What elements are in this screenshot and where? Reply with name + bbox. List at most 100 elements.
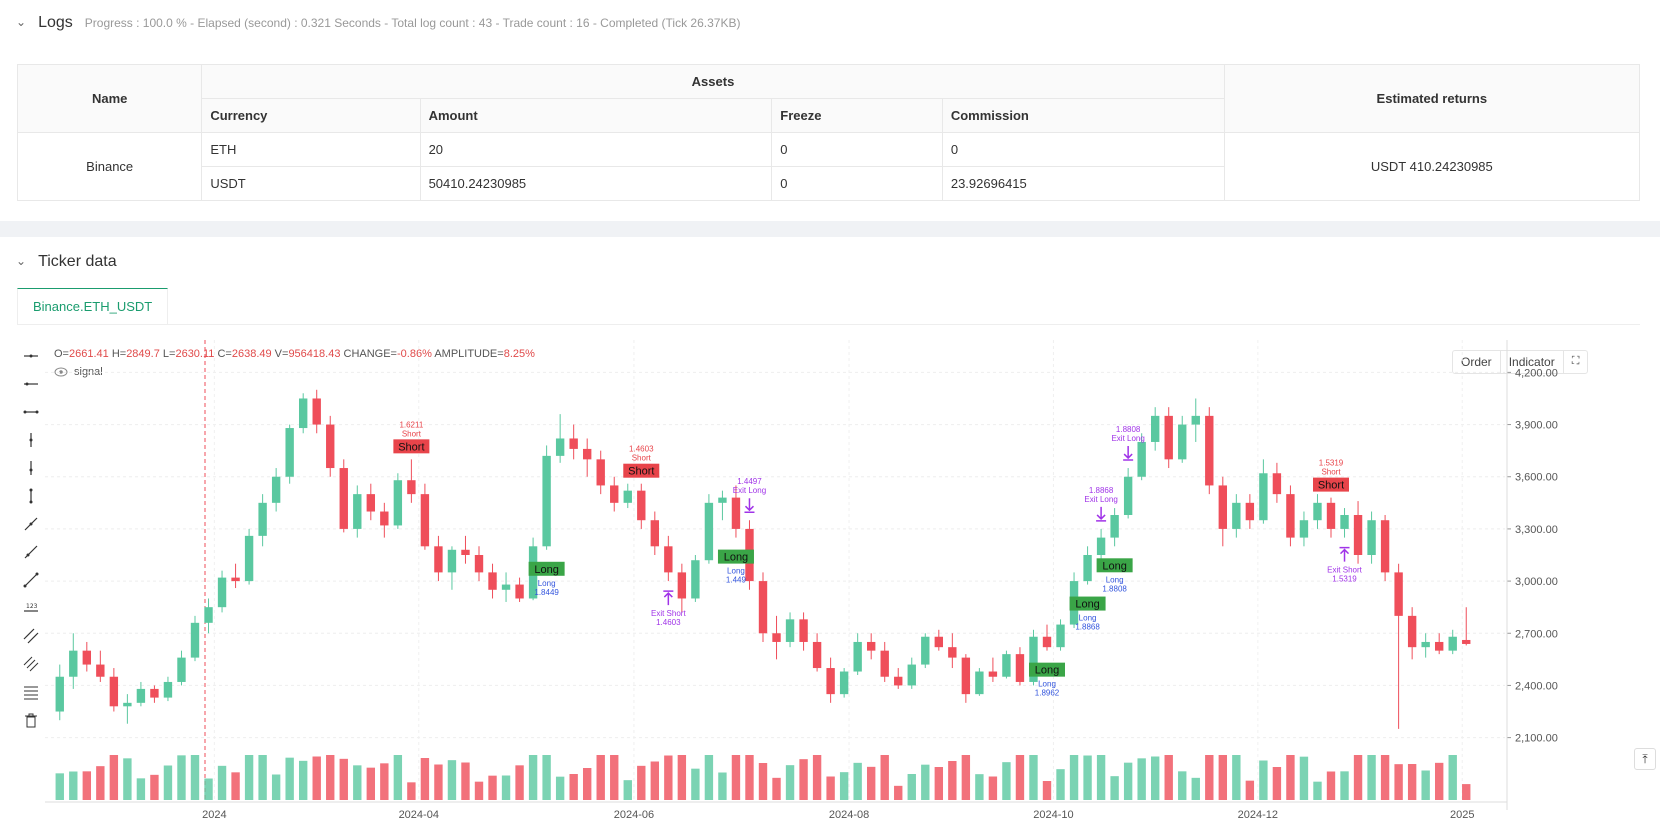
- amplitude-label: AMPLITUDE=: [434, 348, 504, 360]
- long-price-label: 1.8868: [1075, 623, 1100, 632]
- volume-bar: [515, 765, 524, 800]
- short-marker-label: Short: [628, 466, 654, 478]
- candle-body: [907, 664, 916, 686]
- amount-cell: 20: [419, 132, 773, 167]
- volume-bar: [948, 761, 957, 800]
- volume-bar: [488, 775, 497, 800]
- y-tick-label: 3,900.00: [1515, 420, 1558, 432]
- horizontal-lines-icon[interactable]: [17, 678, 45, 706]
- vertical-line-icon[interactable]: [17, 426, 45, 454]
- trash-icon[interactable]: [17, 706, 45, 734]
- vertical-segment-icon[interactable]: [17, 482, 45, 510]
- long-marker-label: Long: [1075, 599, 1099, 611]
- logs-header[interactable]: ⌄ Logs Progress : 100.0 % - Elapsed (sec…: [16, 14, 740, 32]
- candle-body: [1380, 520, 1390, 573]
- tab-divider: [17, 324, 1640, 325]
- chevron-down-icon[interactable]: ⌄: [16, 15, 27, 29]
- volume-bar: [1110, 776, 1119, 800]
- long-marker: [1069, 596, 1106, 611]
- trend-line-icon[interactable]: [17, 510, 45, 538]
- long-marker: [1096, 558, 1133, 573]
- candle-body: [420, 494, 430, 547]
- candle-body: [474, 555, 484, 573]
- returns-header: Estimated returns: [1223, 64, 1641, 133]
- candle-body: [1353, 515, 1363, 555]
- drawing-toolbar: 123: [17, 342, 45, 734]
- volume-bar: [542, 755, 551, 800]
- logs-summary: Progress : 100.0 % - Elapsed (second) : …: [84, 16, 741, 30]
- exit-short-label: Exit Short: [651, 609, 686, 618]
- exit-long-arrow: [1096, 506, 1107, 522]
- candle-body: [1448, 636, 1457, 651]
- candle-body: [366, 494, 376, 512]
- candle-body: [150, 688, 159, 698]
- order-button[interactable]: Order: [1453, 351, 1501, 373]
- ticker-header[interactable]: ⌄ Ticker data: [16, 253, 117, 271]
- volume-bar: [582, 768, 592, 800]
- candle-body: [271, 476, 281, 503]
- volume-bar: [1340, 771, 1349, 800]
- volume-bar: [880, 755, 889, 800]
- horizontal-segment-icon[interactable]: [17, 398, 45, 426]
- price-line-icon[interactable]: 123: [17, 594, 45, 622]
- currency-cell: ETH: [201, 132, 421, 167]
- close-value: 2638.49: [231, 348, 272, 360]
- candle-body: [204, 607, 213, 623]
- candle-body: [1029, 636, 1038, 682]
- indicator-button[interactable]: Indicator: [1501, 351, 1564, 373]
- volume-bar: [1245, 780, 1255, 800]
- segment-line-icon[interactable]: [17, 566, 45, 594]
- candle-body: [894, 676, 903, 686]
- volume-bar: [866, 766, 876, 800]
- candle-body: [961, 657, 971, 695]
- volume-bar: [988, 776, 998, 800]
- chevron-down-icon[interactable]: ⌄: [16, 254, 27, 268]
- amplitude-value: 8.25%: [503, 348, 535, 360]
- candle-body: [1232, 502, 1241, 529]
- tab-eth-usdt[interactable]: Binance.ETH_USDT: [17, 288, 169, 324]
- exit-long-label: Exit Long: [1111, 434, 1144, 443]
- horizontal-line-icon[interactable]: [17, 342, 45, 370]
- volume-bar: [691, 768, 700, 800]
- volume-bar: [69, 771, 78, 800]
- back-to-top-icon[interactable]: ⤒: [1634, 748, 1656, 770]
- short-price-label: 1.6211: [399, 420, 423, 429]
- vertical-ray-icon[interactable]: [17, 454, 45, 482]
- short-price-label: 1.5319: [1319, 459, 1344, 468]
- volume-bar: [826, 776, 835, 800]
- candle-body: [353, 494, 362, 529]
- volume-bar: [1462, 784, 1471, 800]
- long-marker-label: Long: [724, 552, 748, 564]
- horizontal-ray-icon[interactable]: [17, 370, 45, 398]
- fullscreen-icon[interactable]: ⛶: [1571, 355, 1580, 367]
- fibonacci-icon[interactable]: [17, 650, 45, 678]
- ray-line-icon[interactable]: [17, 538, 45, 566]
- candle-body: [1137, 441, 1146, 477]
- section-divider: [0, 221, 1660, 237]
- volume-bar: [420, 758, 430, 800]
- volume-bar: [1096, 755, 1106, 800]
- candle-body: [921, 636, 930, 665]
- candle-body: [1096, 537, 1106, 555]
- candle-body: [123, 702, 132, 707]
- x-tick-label: 2024-04: [399, 809, 439, 821]
- volume-bar: [501, 775, 511, 800]
- volume-bar: [136, 778, 146, 800]
- volume-bar: [1299, 756, 1309, 800]
- volume-bar: [393, 755, 403, 800]
- volume-bar: [1164, 755, 1173, 800]
- candle-body: [1178, 424, 1187, 460]
- candle-body: [772, 633, 781, 642]
- candle-body: [380, 511, 389, 526]
- parallel-channel-icon[interactable]: [17, 622, 45, 650]
- volume-bar: [447, 760, 457, 800]
- exit-short-label: Exit Short: [1327, 566, 1362, 575]
- candle-body: [812, 641, 822, 669]
- eye-icon[interactable]: [54, 367, 68, 377]
- volume-bar: [1083, 755, 1092, 800]
- candlestick-chart[interactable]: 4,200.00 3,900.00 3,600.00 3,300.00 3,000.00…: [45, 340, 1660, 827]
- volume-bar: [1056, 769, 1065, 800]
- volume-bar: [217, 765, 227, 800]
- short-sub-label: Short: [1321, 468, 1341, 477]
- long-marker-label: Long: [1102, 560, 1126, 572]
